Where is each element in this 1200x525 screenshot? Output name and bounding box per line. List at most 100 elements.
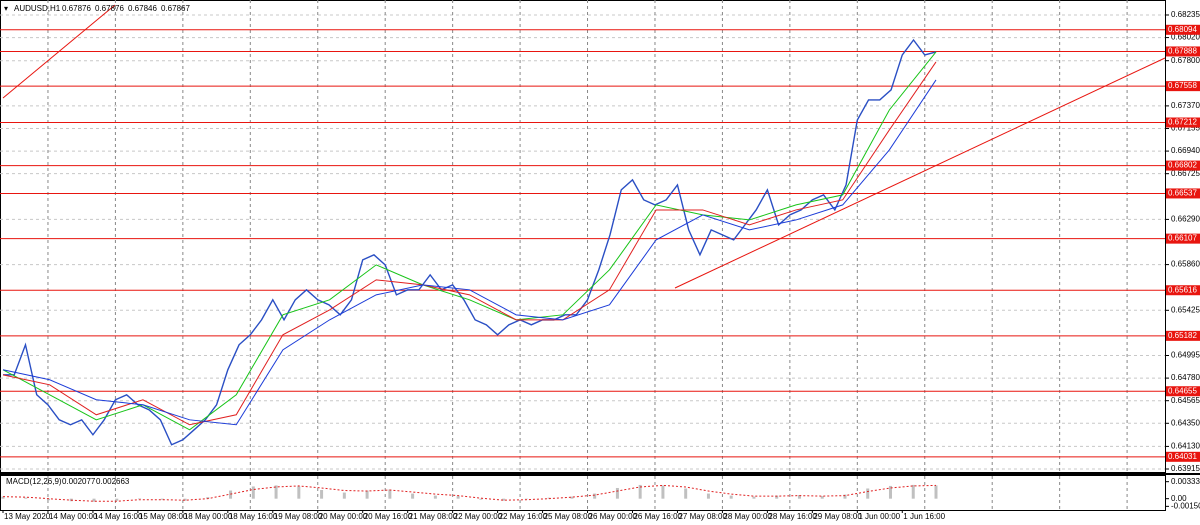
macd-bar	[433, 495, 437, 499]
macd-y-tick-label: 0.00	[1171, 494, 1187, 503]
macd-y-tick-label: -0.001507	[1171, 501, 1200, 510]
macd-bar	[934, 485, 938, 499]
y-tick-label: 0.64350	[1171, 418, 1200, 427]
macd-frame	[0, 475, 1166, 511]
macd-bar	[661, 485, 665, 499]
y-tick-label: 0.64565	[1171, 396, 1200, 405]
x-tick-label: 20 May 00:00	[319, 512, 368, 521]
macd-bar	[24, 497, 28, 499]
y-tick-label: 0.67370	[1171, 101, 1200, 110]
x-tick-label: 18 May 00:00	[184, 512, 233, 521]
level-label: 0.64031	[1168, 452, 1197, 461]
macd-bar	[729, 495, 733, 499]
macd-bar	[206, 497, 210, 499]
y-tick-label: 0.66290	[1171, 215, 1200, 224]
x-tick-label: 26 May 00:00	[589, 512, 638, 521]
macd-bar	[888, 485, 892, 499]
level-label: 0.68094	[1168, 25, 1197, 34]
macd-bar	[320, 490, 324, 499]
level-label: 0.67888	[1168, 47, 1197, 56]
macd-bar	[183, 498, 187, 501]
level-tag	[1166, 330, 1200, 341]
y-tick-label: 0.68235	[1171, 10, 1200, 19]
level-tag	[1166, 81, 1200, 92]
macd-bar	[342, 492, 346, 499]
x-tick-label: 22 May 16:00	[499, 512, 548, 521]
y-tick-label: 0.64995	[1171, 351, 1200, 360]
macd-bar	[775, 495, 779, 499]
x-tick-label: 14 May 16:00	[94, 512, 143, 521]
macd-bar	[160, 498, 164, 500]
level-tag	[1166, 233, 1200, 244]
x-tick-label: 26 May 16:00	[633, 512, 682, 521]
symbol-menu-arrow[interactable]: ▾	[4, 4, 8, 13]
y-tick-label: 0.66940	[1171, 146, 1200, 155]
header-value: 0.67876	[95, 4, 124, 13]
plot-layer	[0, 0, 1165, 510]
x-tick-label: 28 May 16:00	[768, 512, 817, 521]
macd-bar	[1, 496, 5, 499]
y-tick-label: 0.64780	[1171, 373, 1200, 382]
y-tick-label: 0.67155	[1171, 124, 1200, 133]
header-value: 0.67846	[128, 4, 157, 13]
y-tick-label: 0.66725	[1171, 169, 1200, 178]
x-tick-label: 20 May 16:00	[364, 512, 413, 521]
x-tick-label: 28 May 00:00	[723, 512, 772, 521]
moving-average	[2, 79, 937, 426]
macd-bar	[297, 486, 301, 499]
level-label: 0.66107	[1168, 234, 1197, 243]
trend-line	[674, 57, 1166, 289]
y-tick-label: 0.63915	[1171, 464, 1200, 473]
level-tag	[1166, 24, 1200, 35]
macd-signal	[2, 484, 937, 502]
macd-bar	[251, 486, 255, 499]
macd-bar	[684, 488, 688, 499]
macd-bar	[115, 498, 119, 501]
level-label: 0.67212	[1168, 118, 1197, 127]
y-tick-label: 0.65425	[1171, 305, 1200, 314]
macd-header-value: 0.002663	[96, 477, 130, 486]
level-label: 0.67558	[1168, 81, 1197, 90]
macd-bar	[411, 493, 415, 499]
x-tick-label: 27 May 08:00	[678, 512, 727, 521]
x-tick-label: 22 May 00:00	[454, 512, 503, 521]
level-label: 0.65182	[1168, 331, 1197, 340]
x-tick-label: 21 May 08:00	[409, 512, 458, 521]
x-tick-label: 1 Jun 00:00	[858, 512, 900, 521]
level-tag	[1166, 46, 1200, 57]
moving-average	[2, 51, 937, 431]
x-tick-label: 18 May 16:00	[229, 512, 278, 521]
macd-bar	[547, 497, 551, 499]
macd-bar	[479, 498, 483, 500]
x-tick-label: 1 Jun 16:00	[903, 512, 945, 521]
y-tick-label: 0.67800	[1171, 56, 1200, 65]
x-tick-label: 29 May 08:00	[813, 512, 862, 521]
macd-bar	[752, 496, 756, 499]
macd-header-value: 0.002077	[62, 477, 96, 486]
level-tag	[1166, 386, 1200, 397]
macd-bar	[570, 496, 574, 499]
macd-bar	[797, 495, 801, 499]
macd-bar	[92, 498, 96, 502]
x-tick-label: 19 May 08:00	[274, 512, 323, 521]
chart-title: AUDUSD,H1	[14, 4, 61, 13]
level-label: 0.65616	[1168, 285, 1197, 294]
macd-y-tick-label: 0.003335	[1171, 477, 1200, 486]
macd-bar	[911, 484, 915, 499]
header-value: 0.67867	[161, 4, 190, 13]
x-tick-label: 25 May 08:00	[544, 512, 593, 521]
y-tick-label: 0.64130	[1171, 442, 1200, 451]
y-tick-label: 0.65860	[1171, 260, 1200, 269]
macd-bar	[706, 493, 710, 499]
level-tag	[1166, 285, 1200, 296]
macd-bar	[365, 490, 369, 499]
x-tick-label: 15 May 08:00	[139, 512, 188, 521]
macd-bar	[502, 498, 506, 501]
level-tag	[1166, 117, 1200, 128]
macd-bar	[866, 488, 870, 499]
macd-bar	[615, 487, 619, 499]
level-label: 0.64655	[1168, 386, 1197, 395]
macd-bar	[138, 498, 142, 499]
